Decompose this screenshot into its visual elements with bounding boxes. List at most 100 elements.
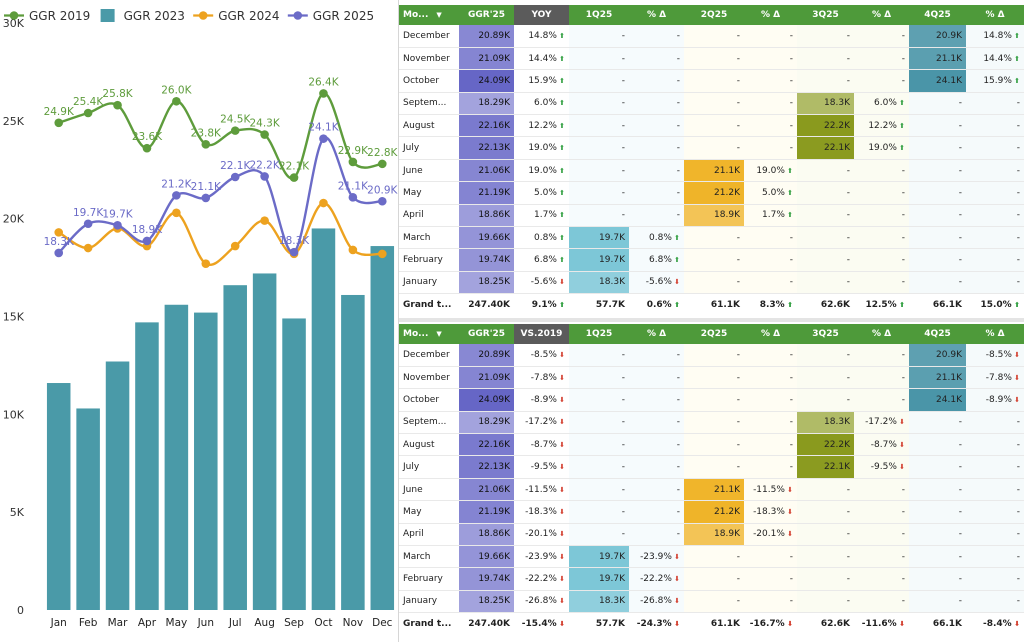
cell-value: - xyxy=(736,462,740,473)
cell-month: Grand t... xyxy=(399,293,459,317)
cell-value: - xyxy=(789,255,793,266)
cell-q1-pct: - xyxy=(629,204,684,228)
cell-ggr25: 18.29K xyxy=(459,411,514,435)
cell-value: February xyxy=(403,255,443,266)
cell-value: - xyxy=(1016,120,1020,131)
cell-value: December xyxy=(403,349,450,360)
cell-q2-pct: -11.5% ⬇ xyxy=(744,478,797,502)
cell-q2-pct: - xyxy=(744,226,797,250)
cell-value: - xyxy=(736,574,740,585)
cell-ggr25: 21.19K xyxy=(459,181,514,205)
cell-value: 0.8% xyxy=(534,232,557,243)
cell-value: - xyxy=(1016,187,1020,198)
sort-caret-icon[interactable]: ▼ xyxy=(436,11,442,19)
cell-q3-pct: - xyxy=(854,523,909,547)
cell-value: 22.16K xyxy=(478,120,510,131)
divider xyxy=(398,0,399,642)
table-row: June 21.06K -11.5% ⬇ - - 21.1K -11.5% ⬇ - - - - xyxy=(399,478,1024,502)
bar-ggr-2023 xyxy=(341,294,365,610)
cell-vs2019: -8.9% ⬇ xyxy=(514,388,569,412)
data-label-ggr-2025: 20.9K xyxy=(367,184,398,196)
cell-q3-pct: - xyxy=(854,159,909,183)
cell-q2: - xyxy=(684,388,744,412)
cell-q1: 57.7K xyxy=(569,293,629,317)
cell-value: - xyxy=(958,165,962,176)
cell-value: -23.9% xyxy=(640,551,672,562)
point-ggr-2024 xyxy=(83,243,93,253)
grand-total-row: Grand t... 247.40K 9.1% ⬆ 57.7K 0.6% ⬆ 61.1K 8… xyxy=(399,293,1024,317)
cell-value: 14.4% xyxy=(983,53,1012,64)
cell-q2-pct: 19.0% ⬆ xyxy=(744,159,797,183)
cell-value: 15.9% xyxy=(983,75,1012,86)
header-label: % Δ xyxy=(646,329,667,339)
cell-value: - xyxy=(1016,551,1020,562)
cell-value: - xyxy=(676,30,680,41)
cell-value: 1.7% xyxy=(762,210,785,221)
cell-q4-pct: - xyxy=(966,92,1024,116)
cell-value: - xyxy=(1016,574,1020,585)
cell-value: 21.09K xyxy=(478,372,510,383)
cell-q2: - xyxy=(684,567,744,591)
cell-ggr25: 21.06K xyxy=(459,159,514,183)
x-tick-label: Apr xyxy=(138,617,157,629)
header-month[interactable]: Mo... ▼ xyxy=(399,5,459,25)
cell-value: 21.2K xyxy=(714,506,740,517)
cell-month: May xyxy=(399,181,459,205)
cell-value: - xyxy=(1016,255,1020,266)
data-label-ggr-2019: 23.6K xyxy=(132,131,163,143)
cell-ggr25: 22.13K xyxy=(459,455,514,479)
cell-value: -16.7% xyxy=(749,619,785,630)
cell-value: 5.0% xyxy=(534,187,557,198)
cell-value: - xyxy=(621,210,625,221)
cell-month: February xyxy=(399,248,459,272)
cell-value: 66.1K xyxy=(932,619,962,630)
data-label-ggr-2025: 22.1K xyxy=(220,160,251,172)
cell-q2-pct: - xyxy=(744,114,797,138)
legend-label-ggr-2019: GGR 2019 xyxy=(29,9,90,23)
header-q1-pct: % Δ xyxy=(629,324,684,344)
cell-value: - xyxy=(958,187,962,198)
cell-q3-pct: 6.0% ⬆ xyxy=(854,92,909,116)
cell-value: 1.7% xyxy=(534,210,557,221)
bar-ggr-2023 xyxy=(194,312,218,610)
cell-value: - xyxy=(621,506,625,517)
cell-ggr25: 18.29K xyxy=(459,92,514,116)
y-tick-label: 20K xyxy=(3,213,25,226)
cell-ggr25: 21.09K xyxy=(459,366,514,390)
cell-q2: - xyxy=(684,433,744,457)
point-ggr-2025 xyxy=(83,219,93,229)
header-q2-pct: % Δ xyxy=(744,5,797,25)
x-tick-label: Jun xyxy=(197,617,214,629)
cell-q4: - xyxy=(909,590,966,614)
cell-value: - xyxy=(676,143,680,154)
header-q4: 4Q25 xyxy=(909,324,966,344)
header-month[interactable]: Mo... ▼ xyxy=(399,324,459,344)
cell-value: -24.3% xyxy=(636,619,672,630)
data-label-ggr-2025: 18.3K xyxy=(44,236,75,248)
cell-value: -11.5% xyxy=(753,484,785,495)
cell-value: - xyxy=(846,187,850,198)
cell-value: June xyxy=(403,484,423,495)
header-label: % Δ xyxy=(985,329,1005,339)
cell-q2-pct: - xyxy=(744,248,797,272)
y-tick-label: 30K xyxy=(3,17,25,30)
data-label-ggr-2019: 24.5K xyxy=(220,114,251,126)
cell-yoy: 12.2% ⬆ xyxy=(514,114,569,138)
cell-value: - xyxy=(621,187,625,198)
cell-value: - xyxy=(958,417,962,428)
cell-q2: 61.1K xyxy=(684,293,744,317)
point-ggr-2019 xyxy=(83,108,93,118)
cell-value: November xyxy=(403,53,450,64)
sort-caret-icon[interactable]: ▼ xyxy=(436,330,442,338)
cell-q2: - xyxy=(684,248,744,272)
cell-q4-pct: - xyxy=(966,433,1024,457)
cell-q2-pct: 5.0% ⬆ xyxy=(744,181,797,205)
arrow-down-icon: ⬇ xyxy=(556,373,565,382)
cell-month: December xyxy=(399,25,459,48)
cell-q4: - xyxy=(909,204,966,228)
cell-value: -20.1% xyxy=(525,529,557,540)
cell-q1-pct: - xyxy=(629,136,684,160)
cell-yoy: 9.1% ⬆ xyxy=(514,293,569,317)
cell-value: July xyxy=(403,462,420,473)
cell-value: February xyxy=(403,574,443,585)
